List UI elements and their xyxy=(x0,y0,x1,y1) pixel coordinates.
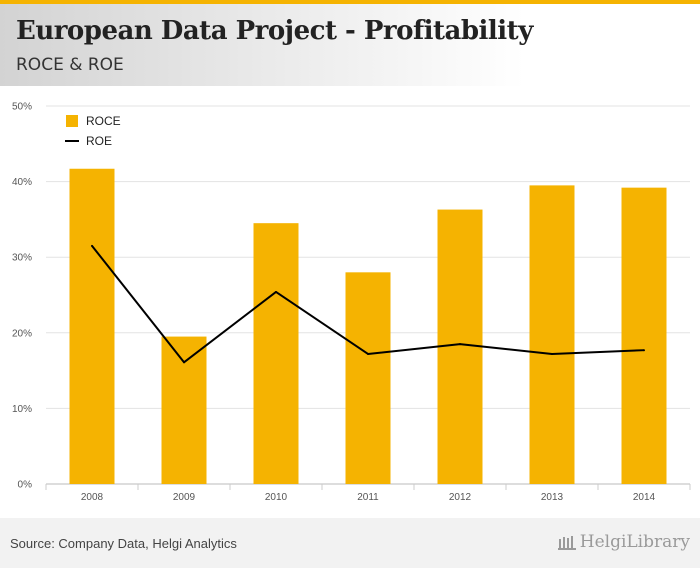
legend-label-roe: ROE xyxy=(86,134,112,148)
legend-label-roce: ROCE xyxy=(86,114,121,128)
x-tick-label: 2009 xyxy=(173,492,196,503)
chart-subtitle: ROCE & ROE xyxy=(16,55,124,75)
bar-roce-2012 xyxy=(437,209,483,484)
point-roe-2014 xyxy=(643,349,645,352)
bar-roce-2011 xyxy=(345,272,391,484)
bar-roce-2008 xyxy=(69,168,115,485)
plot-area: 0% 10% 20% 30% 40% 50% 2008 2009 2010 2011 2012 201… xyxy=(0,86,700,518)
x-tick-label: 2008 xyxy=(81,492,104,503)
y-tick-label: 20% xyxy=(12,328,32,339)
point-roe-2011 xyxy=(367,352,369,355)
point-roe-2009 xyxy=(183,361,185,364)
chart-svg: 0% 10% 20% 30% 40% 50% 2008 2009 2010 2011 2012 201… xyxy=(12,102,691,503)
bar-roce-2009 xyxy=(161,336,207,484)
x-tick-label: 2011 xyxy=(357,492,379,503)
chart-header: European Data Project - Profitability RO… xyxy=(0,4,700,86)
logo-text: HelgiLibrary xyxy=(579,532,690,552)
y-tick-label: 30% xyxy=(12,253,32,264)
x-tick-label: 2010 xyxy=(265,492,288,503)
bar-roce-2013 xyxy=(529,185,575,484)
chart-title: European Data Project - Profitability xyxy=(16,16,533,46)
legend-swatch-roce xyxy=(66,115,78,127)
point-roe-2012 xyxy=(459,343,461,346)
source-note: Source: Company Data, Helgi Analytics xyxy=(10,536,237,551)
helgi-library-logo: HelgiLibrary xyxy=(557,532,690,552)
bar-roce-2014 xyxy=(621,187,667,484)
bar-roce-2010 xyxy=(253,223,299,484)
x-tick-label: 2014 xyxy=(633,492,656,503)
point-roe-2010 xyxy=(275,290,277,293)
accent-bar xyxy=(0,0,700,4)
x-tick-label: 2012 xyxy=(449,492,472,503)
x-tick-label: 2013 xyxy=(541,492,564,503)
y-tick-label: 50% xyxy=(12,102,32,113)
point-roe-2008 xyxy=(91,244,93,247)
library-columns-icon xyxy=(557,536,576,550)
y-tick-label: 40% xyxy=(12,177,32,188)
point-roe-2013 xyxy=(551,352,553,355)
y-tick-label: 0% xyxy=(18,480,33,491)
y-tick-label: 10% xyxy=(12,404,32,415)
